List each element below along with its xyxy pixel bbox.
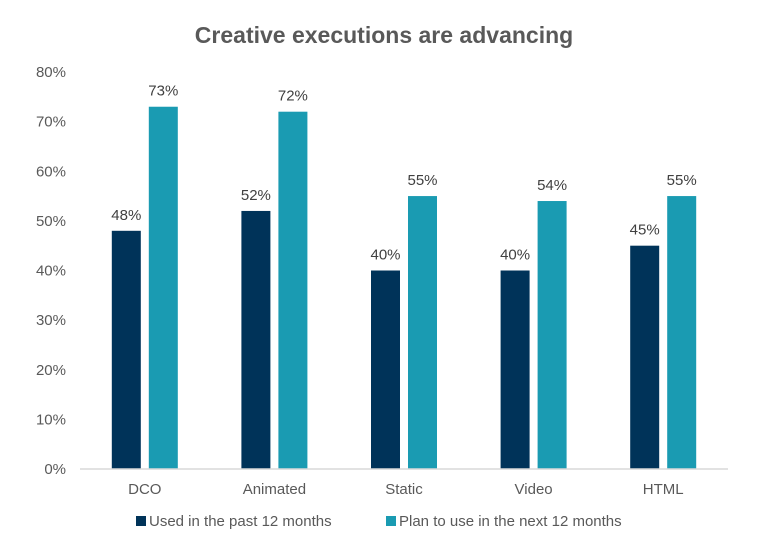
chart-title: Creative executions are advancing [195, 22, 573, 48]
data-label: 72% [278, 88, 308, 105]
y-tick-label: 80% [36, 64, 66, 81]
bars [111, 106, 697, 470]
data-label: 48% [111, 207, 141, 224]
x-tick-label: HTML [643, 481, 684, 498]
x-axis: DCO Animated Static Video HTML [128, 481, 683, 498]
y-tick-label: 60% [36, 163, 66, 180]
data-label: 55% [407, 172, 437, 189]
y-tick-label: 10% [36, 411, 66, 428]
y-tick-label: 70% [36, 114, 66, 131]
x-tick-label: Animated [243, 481, 306, 498]
data-label: 40% [500, 247, 530, 264]
y-tick-label: 30% [36, 312, 66, 329]
bar-animated-series-1 [241, 210, 271, 469]
legend-swatch-series-2 [386, 516, 396, 526]
legend-swatch-series-1 [136, 516, 146, 526]
data-label: 45% [630, 222, 660, 239]
data-label: 40% [370, 247, 400, 264]
legend-label-series-2: Plan to use in the next 12 months [399, 513, 622, 530]
bar-dco-series-1 [111, 230, 141, 469]
data-labels: 48% 73% 52% 72% 40% 55% 40% 54% 45% 55% [111, 83, 696, 264]
bar-static-series-2 [408, 196, 437, 469]
bar-static-series-1 [371, 270, 400, 469]
y-axis: 0% 10% 20% 30% 40% 50% 60% 70% 80% [36, 64, 66, 478]
y-tick-label: 50% [36, 213, 66, 230]
x-tick-label: DCO [128, 481, 161, 498]
y-tick-label: 40% [36, 263, 66, 280]
data-label: 54% [537, 177, 567, 194]
bar-dco-series-2 [148, 106, 178, 470]
data-label: 73% [148, 83, 178, 100]
legend-label-series-1: Used in the past 12 months [149, 513, 332, 530]
bar-video-series-2 [537, 201, 567, 469]
data-label: 55% [667, 172, 697, 189]
data-label: 52% [241, 187, 271, 204]
y-tick-label: 0% [44, 461, 66, 478]
y-tick-label: 20% [36, 362, 66, 379]
legend: Used in the past 12 months Plan to use in… [136, 513, 622, 530]
bar-html-series-2 [667, 196, 697, 469]
bar-html-series-1 [630, 245, 660, 469]
bar-video-series-1 [500, 270, 530, 469]
bar-animated-series-2 [278, 111, 308, 469]
x-tick-label: Video [515, 481, 553, 498]
x-tick-label: Static [385, 481, 423, 498]
